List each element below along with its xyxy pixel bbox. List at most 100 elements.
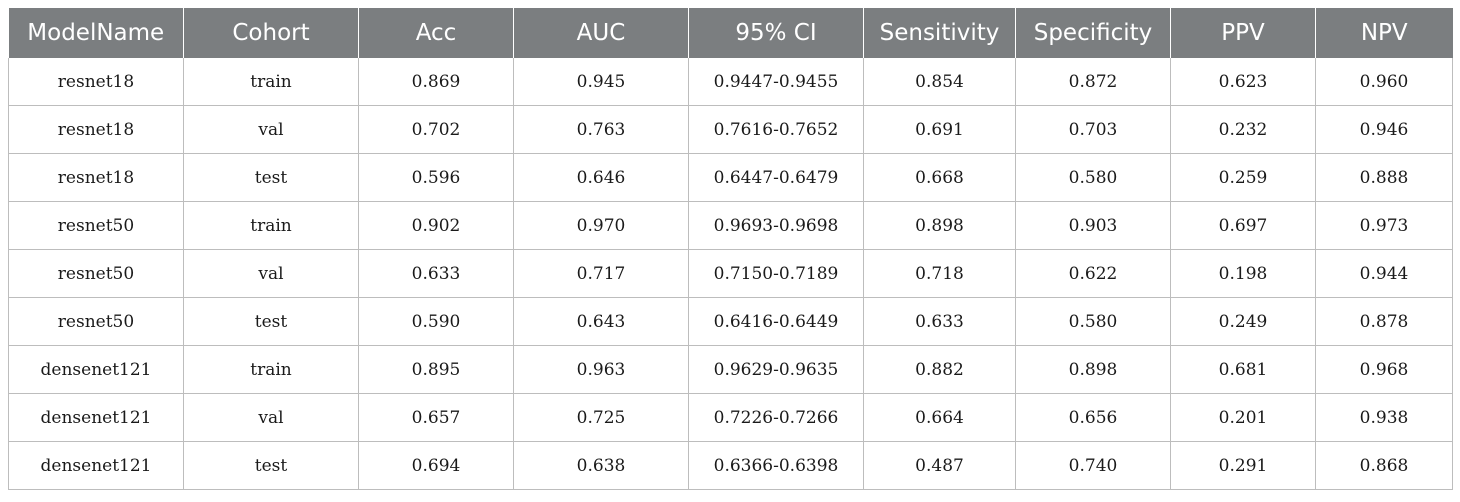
table-cell: 0.895	[358, 345, 514, 394]
table-cell: resnet50	[8, 297, 184, 346]
table-cell: 0.7226-0.7266	[688, 393, 864, 442]
header-cohort: Cohort	[183, 8, 359, 58]
table-cell: 0.938	[1315, 393, 1453, 442]
table-cell: train	[183, 201, 359, 250]
table-cell: 0.902	[358, 201, 514, 250]
table-cell: 0.703	[1015, 105, 1171, 154]
table-cell: densenet121	[8, 441, 184, 490]
table-cell: 0.9629-0.9635	[688, 345, 864, 394]
table-cell: val	[183, 393, 359, 442]
table-cell: val	[183, 105, 359, 154]
table-cell: resnet50	[8, 249, 184, 298]
table-cell: 0.898	[863, 201, 1016, 250]
header-npv: NPV	[1315, 8, 1453, 58]
table-cell: 0.638	[513, 441, 689, 490]
table-cell: resnet18	[8, 153, 184, 202]
table-header-row: ModelName Cohort Acc AUC 95% CI Sensitiv…	[8, 8, 1453, 58]
table-cell: train	[183, 345, 359, 394]
table-cell: 0.869	[358, 58, 514, 106]
table-cell: 0.7616-0.7652	[688, 105, 864, 154]
table-cell: 0.656	[1015, 393, 1171, 442]
table-cell: 0.944	[1315, 249, 1453, 298]
table-cell: 0.9447-0.9455	[688, 58, 864, 106]
table-row: resnet18 test 0.596 0.646 0.6447-0.6479 …	[8, 153, 1453, 202]
table-cell: 0.702	[358, 105, 514, 154]
table-cell: 0.898	[1015, 345, 1171, 394]
table-cell: resnet18	[8, 58, 184, 106]
table-cell: 0.198	[1170, 249, 1316, 298]
table-cell: 0.643	[513, 297, 689, 346]
table-cell: 0.7150-0.7189	[688, 249, 864, 298]
table-cell: test	[183, 153, 359, 202]
table-cell: 0.657	[358, 393, 514, 442]
table-cell: 0.868	[1315, 441, 1453, 490]
table-cell: resnet50	[8, 201, 184, 250]
table-cell: 0.259	[1170, 153, 1316, 202]
table-cell: resnet18	[8, 105, 184, 154]
table-cell: 0.232	[1170, 105, 1316, 154]
header-ci: 95% CI	[688, 8, 864, 58]
table-cell: 0.6366-0.6398	[688, 441, 864, 490]
table-cell: densenet121	[8, 393, 184, 442]
table-cell: 0.740	[1015, 441, 1171, 490]
table-row: resnet50 test 0.590 0.643 0.6416-0.6449 …	[8, 297, 1453, 346]
table-cell: 0.580	[1015, 153, 1171, 202]
table-cell: 0.946	[1315, 105, 1453, 154]
table-cell: 0.968	[1315, 345, 1453, 394]
table-cell: 0.697	[1170, 201, 1316, 250]
table-row: resnet18 train 0.869 0.945 0.9447-0.9455…	[8, 58, 1453, 106]
table-cell: 0.6416-0.6449	[688, 297, 864, 346]
model-performance-table: ModelName Cohort Acc AUC 95% CI Sensitiv…	[8, 8, 1453, 490]
table-cell: 0.590	[358, 297, 514, 346]
table-row: densenet121 test 0.694 0.638 0.6366-0.63…	[8, 441, 1453, 490]
table-cell: 0.903	[1015, 201, 1171, 250]
table-cell: 0.888	[1315, 153, 1453, 202]
table-row: resnet50 val 0.633 0.717 0.7150-0.7189 0…	[8, 249, 1453, 298]
table-cell: 0.580	[1015, 297, 1171, 346]
table-cell: 0.854	[863, 58, 1016, 106]
table-cell: test	[183, 441, 359, 490]
table-cell: 0.596	[358, 153, 514, 202]
table-cell: 0.6447-0.6479	[688, 153, 864, 202]
table-cell: 0.970	[513, 201, 689, 250]
table-cell: 0.623	[1170, 58, 1316, 106]
table-cell: 0.717	[513, 249, 689, 298]
table-cell: 0.487	[863, 441, 1016, 490]
table-cell: 0.9693-0.9698	[688, 201, 864, 250]
table-row: densenet121 train 0.895 0.963 0.9629-0.9…	[8, 345, 1453, 394]
table-cell: 0.681	[1170, 345, 1316, 394]
header-auc: AUC	[513, 8, 689, 58]
results-table-container: ModelName Cohort Acc AUC 95% CI Sensitiv…	[8, 8, 1453, 490]
header-specificity: Specificity	[1015, 8, 1171, 58]
table-cell: 0.878	[1315, 297, 1453, 346]
table-cell: 0.291	[1170, 441, 1316, 490]
header-modelname: ModelName	[8, 8, 184, 58]
table-cell: 0.960	[1315, 58, 1453, 106]
header-acc: Acc	[358, 8, 514, 58]
table-cell: 0.973	[1315, 201, 1453, 250]
table-cell: densenet121	[8, 345, 184, 394]
table-cell: 0.718	[863, 249, 1016, 298]
table-cell: 0.646	[513, 153, 689, 202]
table-row: densenet121 val 0.657 0.725 0.7226-0.726…	[8, 393, 1453, 442]
table-cell: 0.622	[1015, 249, 1171, 298]
table-cell: 0.725	[513, 393, 689, 442]
table-cell: 0.668	[863, 153, 1016, 202]
table-cell: 0.872	[1015, 58, 1171, 106]
table-cell: val	[183, 249, 359, 298]
table-cell: 0.249	[1170, 297, 1316, 346]
table-row: resnet50 train 0.902 0.970 0.9693-0.9698…	[8, 201, 1453, 250]
table-cell: 0.694	[358, 441, 514, 490]
table-cell: 0.945	[513, 58, 689, 106]
table-cell: 0.201	[1170, 393, 1316, 442]
table-cell: 0.882	[863, 345, 1016, 394]
table-cell: 0.633	[863, 297, 1016, 346]
table-cell: test	[183, 297, 359, 346]
header-sensitivity: Sensitivity	[863, 8, 1016, 58]
table-cell: 0.633	[358, 249, 514, 298]
table-row: resnet18 val 0.702 0.763 0.7616-0.7652 0…	[8, 105, 1453, 154]
table-cell: train	[183, 58, 359, 106]
table-cell: 0.963	[513, 345, 689, 394]
table-cell: 0.763	[513, 105, 689, 154]
header-ppv: PPV	[1170, 8, 1316, 58]
